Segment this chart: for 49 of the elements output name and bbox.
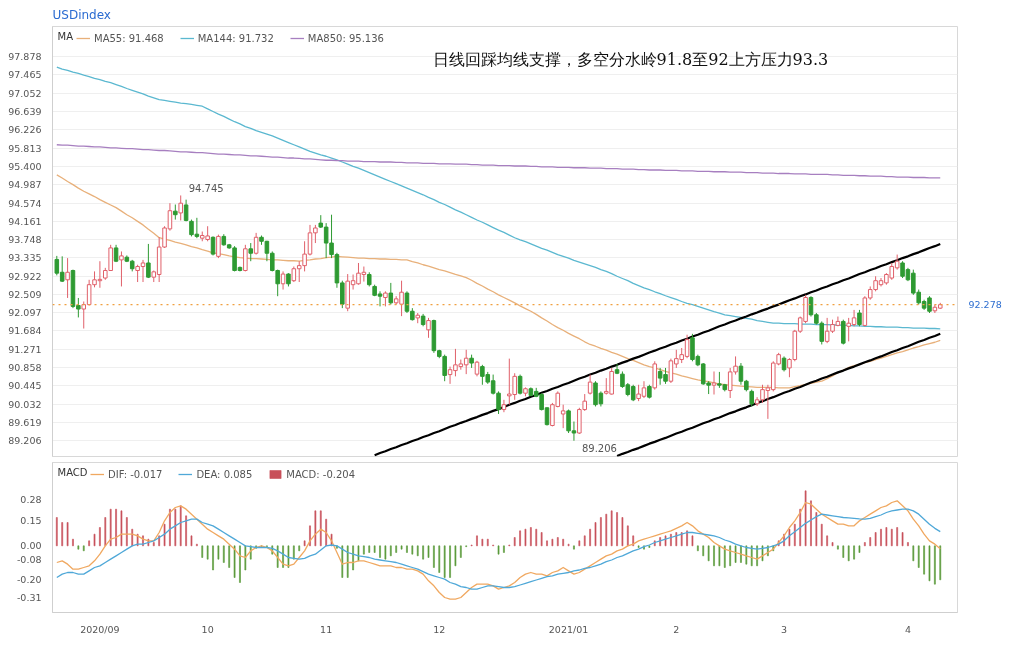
- y-tick-label: -0.31: [16, 592, 42, 603]
- legend-title: MACD: [57, 466, 88, 478]
- y-tick-label: 89.206: [8, 435, 42, 447]
- y-tick-label: 97.052: [8, 87, 42, 99]
- y-tick-label: 92.922: [8, 270, 42, 282]
- y-tick-label: 0.28: [20, 493, 42, 505]
- y-tick-label: 90.032: [8, 398, 42, 410]
- ref-line-label: 92.278: [968, 299, 1002, 311]
- legend-label: MACD: -0.204: [286, 468, 356, 480]
- annotation: 日线回踩均线支撑，多空分水岭91.8至92上方压力93.3: [432, 50, 829, 70]
- text: 89.206: [581, 442, 617, 454]
- y-tick-label: 96.639: [8, 106, 42, 118]
- y-tick-label: 93.748: [8, 234, 42, 246]
- legend-label: MA850: 95.136: [307, 32, 384, 44]
- y-tick-label: 96.226: [8, 124, 42, 136]
- legend-label: DIF: -0.017: [108, 468, 163, 480]
- x-tick-label: 12: [433, 623, 446, 635]
- text: 94.745: [188, 183, 224, 195]
- y-tick-label: 94.574: [8, 197, 42, 209]
- legend-label: DEA: 0.085: [196, 468, 253, 480]
- x-tick-label: 4: [904, 623, 911, 635]
- legend-label: MA55: 91.468: [94, 32, 164, 44]
- y-tick-label: 94.987: [8, 179, 42, 191]
- x-tick-label: 2: [673, 623, 680, 635]
- chart-title: USDindex: [52, 7, 111, 22]
- y-tick-label: 91.684: [8, 325, 42, 337]
- y-tick-label: 90.445: [8, 380, 42, 392]
- y-tick-label: 94.161: [8, 215, 42, 227]
- y-tick-label: 92.097: [8, 307, 42, 319]
- x-tick-label: 11: [320, 623, 333, 635]
- y-tick-label: 91.271: [8, 343, 42, 355]
- legend-title: MA: [57, 30, 74, 42]
- y-tick-label: 92.509: [8, 288, 42, 300]
- y-tick-label: 97.878: [8, 51, 42, 63]
- y-tick-label: -0.20: [16, 573, 42, 585]
- y-tick-label: 97.465: [8, 69, 42, 81]
- x-tick-label: 2021/01: [548, 623, 589, 635]
- y-tick-label: 95.813: [8, 142, 42, 154]
- x-tick-label: 3: [781, 623, 788, 635]
- y-tick-label: 89.619: [8, 416, 42, 428]
- x-tick-label: 2020/09: [80, 623, 120, 635]
- y-tick-label: 90.858: [8, 362, 42, 374]
- y-tick-label: 95.400: [8, 160, 42, 172]
- x-tick-label: 10: [201, 623, 214, 635]
- y-tick-label: 0.15: [20, 515, 42, 527]
- legend-label: MA144: 91.732: [197, 32, 274, 44]
- y-tick-label: -0.08: [16, 553, 42, 565]
- y-tick-label: 0.00: [20, 540, 42, 552]
- y-tick-label: 93.335: [8, 252, 42, 264]
